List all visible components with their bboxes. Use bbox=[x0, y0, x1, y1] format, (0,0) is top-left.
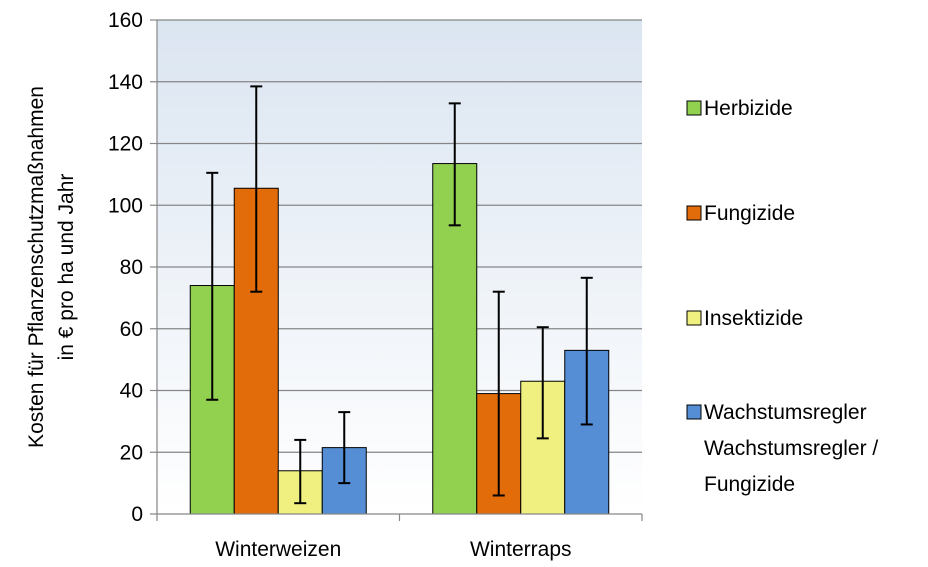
legend-item: Insektizide bbox=[686, 307, 803, 330]
legend-label: Wachstumsregler / bbox=[704, 437, 878, 460]
y-tick-label: 120 bbox=[108, 133, 143, 156]
legend-swatch bbox=[686, 205, 702, 221]
y-tick-label: 160 bbox=[108, 9, 143, 32]
y-tick-label: 80 bbox=[120, 256, 143, 279]
legend-label: Fungizide bbox=[704, 473, 795, 496]
x-tick-labels: Winterweizen Winterraps bbox=[215, 538, 571, 561]
legend-item: Fungizide bbox=[686, 202, 795, 225]
y-tick-labels: 0 20 40 60 80 100 120 140 160 bbox=[108, 9, 143, 526]
x-tick-label: Winterweizen bbox=[215, 538, 341, 561]
legend-label: Fungizide bbox=[704, 202, 795, 225]
y-tick-label: 100 bbox=[108, 194, 143, 217]
error-bars bbox=[206, 85, 593, 505]
x-tick-label: Winterraps bbox=[470, 538, 572, 561]
legend-item: Herbizide bbox=[686, 97, 793, 120]
y-axis-label-line: Kosten für Pflanzenschutzmaßnahmen bbox=[25, 86, 48, 448]
legend-label: Wachstumsregler bbox=[704, 401, 867, 424]
legend-label: Herbizide bbox=[704, 97, 793, 120]
y-tick-label: 140 bbox=[108, 71, 143, 94]
y-tick-label: 0 bbox=[131, 503, 143, 526]
legend-swatch bbox=[686, 404, 702, 420]
legend-swatch bbox=[686, 100, 702, 116]
axes bbox=[150, 19, 643, 521]
y-tick-label: 20 bbox=[120, 441, 143, 464]
legend-item: Wachstumsregler Wachstumsregler / Fungizid… bbox=[686, 401, 878, 496]
legend: Herbizide Fungizide Insektizide Wachstumsre… bbox=[686, 97, 878, 496]
legend-label: Insektizide bbox=[704, 307, 803, 330]
y-tick-label: 40 bbox=[120, 380, 143, 403]
y-axis-label-line: in € pro ha und Jahr bbox=[55, 174, 78, 361]
y-axis-label: Kosten für Pflanzenschutzmaßnahmen in € p… bbox=[25, 86, 78, 448]
y-tick-label: 60 bbox=[120, 318, 143, 341]
legend-swatch bbox=[686, 310, 702, 326]
